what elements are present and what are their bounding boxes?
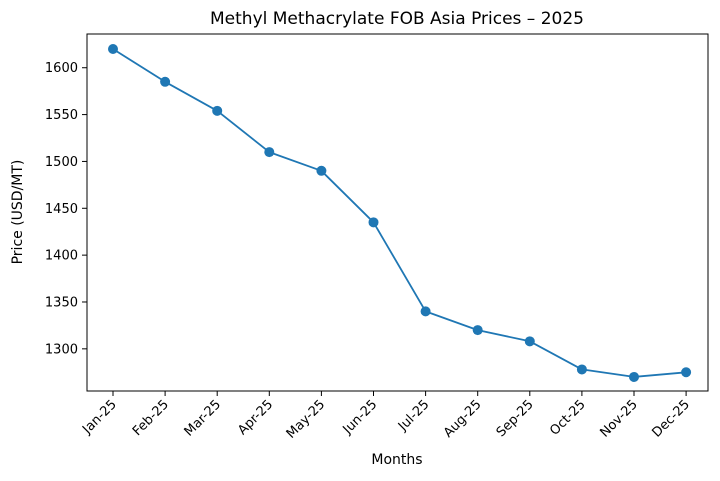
- x-tick-label: Nov-25: [598, 397, 641, 440]
- data-point: [524, 336, 535, 347]
- data-point: [160, 76, 171, 87]
- data-point: [316, 165, 327, 176]
- data-point: [108, 43, 118, 54]
- series-layer: [108, 43, 692, 382]
- y-tick-label: 1550: [45, 108, 78, 123]
- x-tick-label: Jun-25: [340, 397, 381, 438]
- x-tick-label: Jan-25: [79, 397, 120, 438]
- x-tick-label: Oct-25: [547, 397, 589, 439]
- chart-title: Methyl Methacrylate FOB Asia Prices – 20…: [210, 9, 584, 29]
- data-point: [472, 325, 483, 336]
- x-tick-label: Mar-25: [182, 397, 224, 439]
- data-point: [264, 147, 275, 158]
- y-axis-ticks: 1300 1350 1400 1450 1500 1550 1600: [45, 61, 87, 357]
- y-tick-label: 1500: [45, 155, 78, 170]
- plot-area-frame: [86, 33, 709, 392]
- data-point: [368, 217, 379, 228]
- x-tick-label: Sep-25: [494, 397, 537, 440]
- y-tick-label: 1300: [45, 342, 78, 357]
- y-tick-label: 1450: [45, 202, 78, 217]
- data-point: [420, 306, 431, 317]
- data-point: [629, 371, 639, 382]
- x-tick-label: Aug-25: [441, 397, 485, 441]
- x-axis-label: Months: [371, 452, 422, 468]
- x-tick-label: May-25: [284, 397, 328, 441]
- y-tick-label: 1600: [45, 61, 78, 76]
- x-tick-label: Apr-25: [235, 397, 276, 438]
- x-tick-label: Feb-25: [130, 397, 172, 439]
- x-tick-label: Dec-25: [650, 397, 693, 440]
- y-tick-label: 1400: [45, 249, 78, 264]
- series-line: [112, 48, 687, 378]
- y-tick-label: 1350: [45, 295, 78, 310]
- x-tick-label: Jul-25: [395, 397, 432, 434]
- x-axis-ticks: Jan-25 Feb-25 Mar-25 Apr-25 May-25 Jun-25 Jul-…: [79, 391, 693, 442]
- data-point: [212, 105, 223, 116]
- data-point: [681, 367, 692, 378]
- data-point: [576, 364, 587, 375]
- y-axis-label: Price (USD/MT): [10, 160, 26, 265]
